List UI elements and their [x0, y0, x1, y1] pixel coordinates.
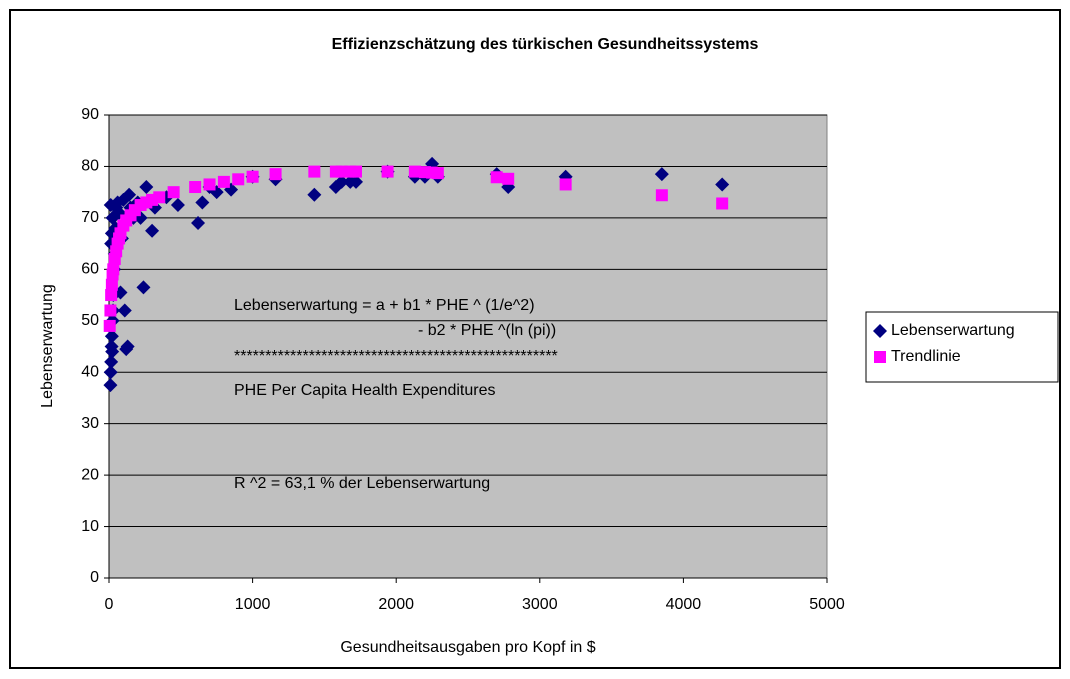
- point: [559, 178, 572, 191]
- annotation: PHE Per Capita Health Expenditures: [234, 382, 495, 399]
- point: [348, 174, 363, 189]
- point: [167, 186, 180, 199]
- annotation: Lebenserwartung = a + b1 * PHE ^ (1/e^2): [234, 297, 535, 314]
- point: [105, 344, 120, 359]
- point: [203, 178, 216, 191]
- point: [145, 223, 160, 238]
- point: [139, 180, 154, 195]
- point: [307, 187, 322, 202]
- point: [103, 378, 118, 393]
- legend: [865, 311, 1059, 383]
- point: [105, 289, 118, 302]
- y-tick-label: 60: [81, 261, 99, 278]
- point: [117, 303, 132, 318]
- y-axis-title: Lebenserwartung: [39, 284, 56, 408]
- point: [122, 187, 137, 202]
- point: [170, 198, 185, 213]
- y-tick-label: 10: [81, 518, 99, 535]
- point: [308, 165, 321, 178]
- annotation: ****************************************…: [234, 348, 558, 365]
- point: [105, 278, 118, 291]
- point: [490, 171, 503, 184]
- y-tick-label: 90: [81, 106, 99, 123]
- y-tick-label: 20: [81, 466, 99, 483]
- x-axis-title: Gesundheitsausgaben pro Kopf in $: [340, 639, 595, 656]
- point: [107, 263, 120, 276]
- y-tick-label: 70: [81, 209, 99, 226]
- point: [217, 175, 230, 188]
- point: [104, 329, 119, 344]
- point: [716, 197, 729, 210]
- point: [195, 195, 210, 210]
- x-tick-label: 0: [105, 596, 114, 613]
- point: [874, 351, 886, 363]
- point: [349, 165, 362, 178]
- x-tick-label: 4000: [666, 596, 702, 613]
- point: [189, 181, 202, 194]
- y-tick-label: 30: [81, 415, 99, 432]
- annotation: - b2 * PHE ^(ln (pi)): [418, 322, 556, 339]
- point: [381, 165, 394, 178]
- point: [103, 365, 118, 380]
- point: [153, 191, 166, 204]
- x-tick-label: 3000: [522, 596, 558, 613]
- chart-title: Effizienzschätzung des türkischen Gesund…: [332, 36, 759, 53]
- legend-label: Trendlinie: [891, 348, 961, 365]
- point: [108, 253, 121, 266]
- point: [873, 324, 887, 338]
- point: [431, 167, 444, 180]
- point: [120, 339, 135, 354]
- marks: [103, 156, 730, 393]
- y-tick-label: 40: [81, 363, 99, 380]
- point: [110, 245, 123, 258]
- x-tick-label: 5000: [809, 596, 845, 613]
- legend-label: Lebenserwartung: [891, 322, 1015, 339]
- point: [232, 173, 245, 186]
- x-tick-label: 1000: [235, 596, 271, 613]
- point: [246, 170, 259, 183]
- point: [715, 177, 730, 192]
- point: [104, 354, 119, 369]
- legend-items: Lebenserwartung Trendlinie: [873, 322, 1015, 365]
- y-tick-label: 80: [81, 158, 99, 175]
- y-tick-label: 0: [90, 569, 99, 586]
- point: [654, 167, 669, 182]
- point: [103, 319, 116, 332]
- point: [136, 280, 151, 295]
- point: [334, 174, 349, 189]
- point: [408, 165, 421, 178]
- point: [104, 304, 117, 317]
- point: [655, 189, 668, 202]
- point: [191, 216, 206, 231]
- y-tick-label: 50: [81, 312, 99, 329]
- annotation: R ^2 = 63,1 % der Lebenserwartung: [234, 475, 490, 492]
- point: [502, 172, 515, 185]
- point: [269, 168, 282, 181]
- x-tick-label: 2000: [378, 596, 414, 613]
